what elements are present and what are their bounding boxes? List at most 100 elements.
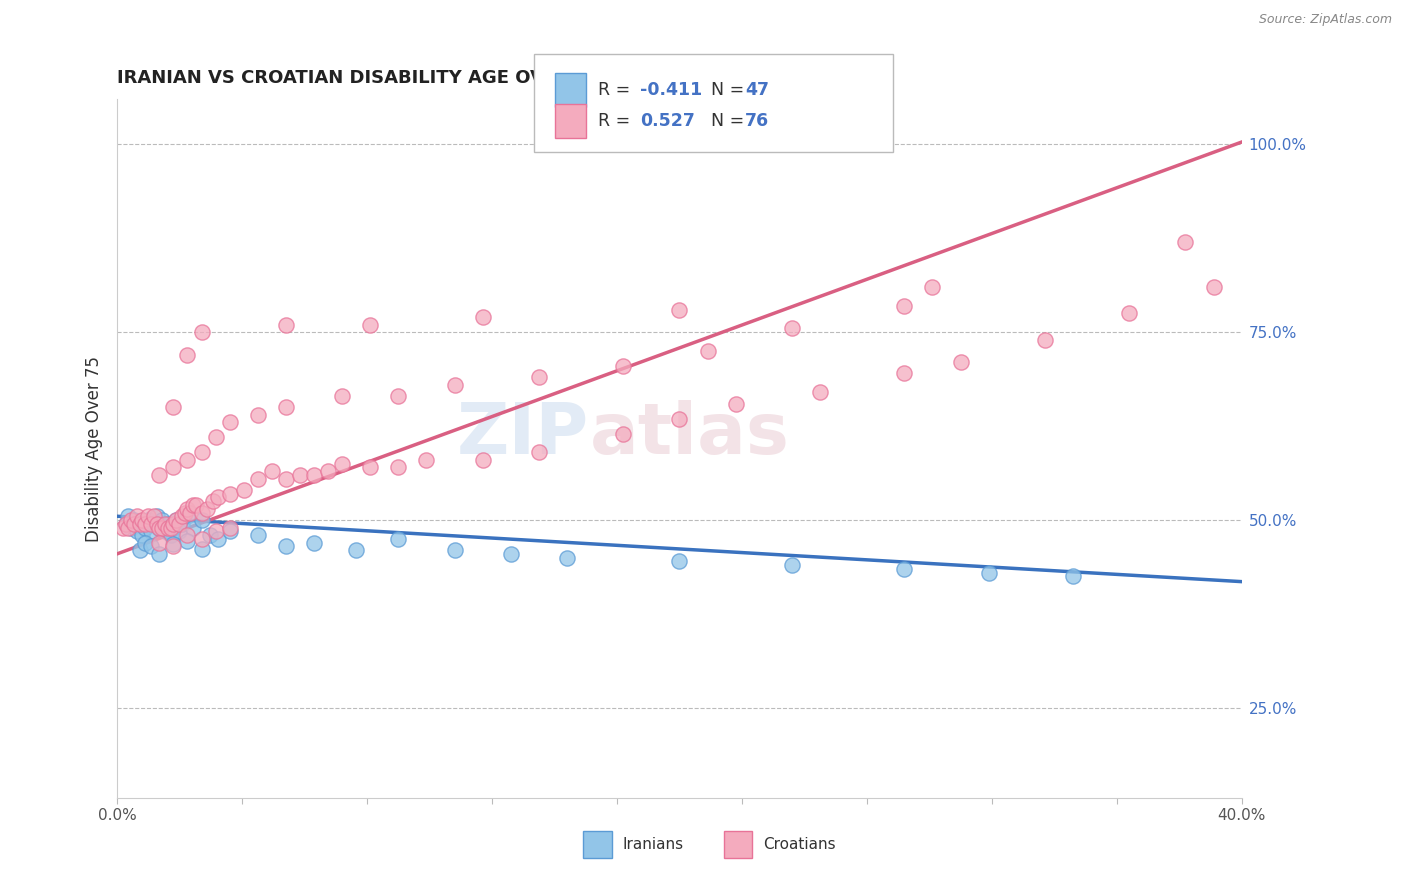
Point (893, 562, 915, 576)
Point (527, 445, 550, 459)
Text: N =: N = (700, 81, 749, 99)
Point (134, 535, 156, 549)
Point (274, 539, 297, 553)
Point (156, 520, 179, 534)
Point (128, 543, 150, 558)
Point (1202, 280, 1225, 294)
Point (120, 513, 142, 527)
Point (176, 528, 198, 542)
Point (218, 486, 240, 500)
Point (125, 524, 148, 539)
Point (176, 348, 198, 362)
Point (153, 524, 176, 539)
Point (204, 430, 226, 444)
Point (218, 520, 240, 534)
Point (145, 509, 167, 524)
Point (302, 535, 325, 549)
Point (1062, 569, 1084, 583)
Point (780, 558, 803, 573)
Point (117, 520, 139, 534)
Point (195, 501, 218, 516)
Point (148, 520, 170, 534)
Point (612, 359, 634, 373)
Point (162, 516, 184, 531)
Point (977, 566, 1000, 580)
Point (148, 535, 170, 549)
Point (232, 483, 254, 497)
Point (387, 389, 409, 403)
Point (359, 318, 381, 332)
Text: Source: ZipAtlas.com: Source: ZipAtlas.com (1258, 13, 1392, 27)
Point (134, 520, 156, 534)
Point (190, 325, 212, 339)
Point (218, 415, 240, 429)
Point (443, 377, 465, 392)
Point (302, 467, 325, 482)
Point (1033, 333, 1056, 347)
Point (780, 321, 803, 335)
Text: R =: R = (598, 81, 636, 99)
Text: Croatians: Croatians (763, 838, 837, 852)
Point (190, 532, 212, 546)
Text: ZIP: ZIP (457, 401, 589, 469)
Point (165, 513, 187, 527)
Point (153, 516, 176, 531)
Point (190, 506, 212, 520)
Text: N =: N = (700, 112, 749, 130)
Point (162, 539, 184, 553)
Point (359, 460, 381, 475)
Point (162, 460, 184, 475)
Point (499, 547, 522, 561)
Point (167, 524, 190, 539)
Point (471, 310, 494, 325)
Point (111, 520, 134, 534)
Point (555, 550, 578, 565)
Point (260, 464, 283, 478)
Text: 47: 47 (745, 81, 769, 99)
Point (176, 509, 198, 524)
Point (136, 509, 159, 524)
Point (668, 302, 690, 317)
Point (471, 453, 494, 467)
Point (808, 385, 831, 400)
Point (173, 506, 195, 520)
Point (668, 411, 690, 425)
Y-axis label: Disability Age Over 75: Disability Age Over 75 (86, 356, 103, 541)
Point (150, 520, 173, 534)
Point (142, 509, 165, 524)
Point (128, 516, 150, 531)
Point (114, 516, 136, 531)
Point (114, 516, 136, 531)
Point (387, 460, 409, 475)
Point (159, 520, 181, 534)
Point (148, 520, 170, 534)
Point (330, 457, 353, 471)
Point (893, 299, 915, 313)
Point (274, 472, 297, 486)
Point (139, 516, 162, 531)
Point (415, 453, 437, 467)
Point (117, 509, 139, 524)
Point (142, 516, 165, 531)
Point (1174, 235, 1197, 249)
Point (288, 467, 311, 482)
Point (122, 516, 145, 531)
Point (176, 453, 198, 467)
Point (145, 516, 167, 531)
Point (198, 528, 221, 542)
Point (131, 528, 153, 542)
Point (246, 528, 269, 542)
Point (724, 396, 747, 410)
Point (696, 343, 718, 358)
Point (159, 528, 181, 542)
Point (181, 498, 204, 512)
Point (170, 516, 193, 531)
Point (139, 539, 162, 553)
Text: Iranians: Iranians (623, 838, 683, 852)
Point (207, 532, 229, 546)
Point (179, 506, 201, 520)
Point (122, 513, 145, 527)
Point (176, 534, 198, 549)
Point (190, 445, 212, 459)
Point (344, 543, 367, 558)
